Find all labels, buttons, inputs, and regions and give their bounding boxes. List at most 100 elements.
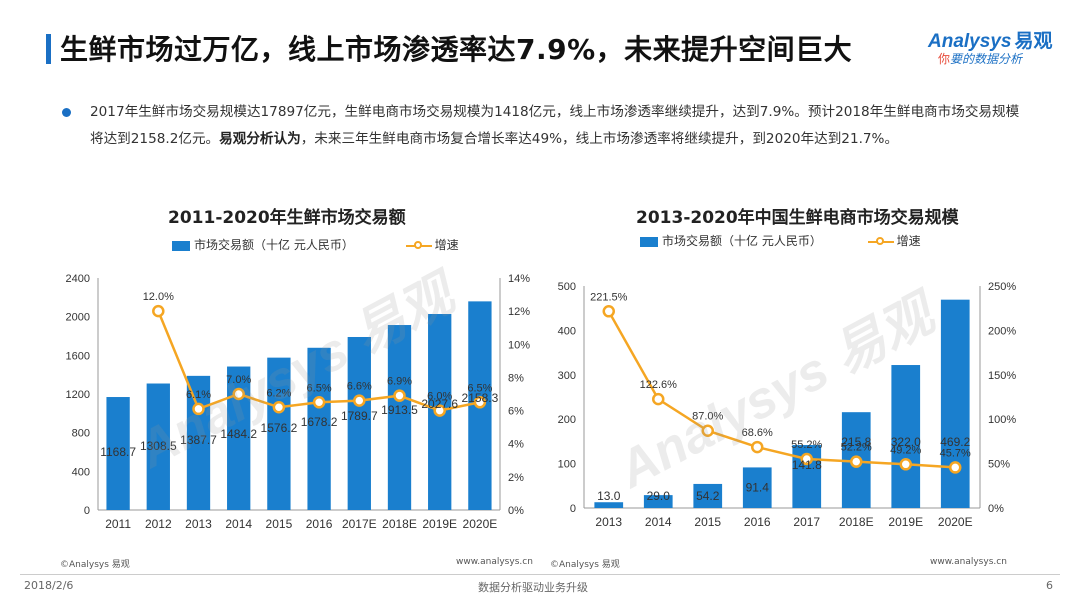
legend-bar-item: 市场交易额（十亿 元人民币） [172, 236, 354, 253]
chart-left-url: www.analysys.cn [456, 557, 533, 567]
chart-right-url: www.analysys.cn [930, 557, 1007, 567]
right-y2-tick-label: 250% [988, 281, 1016, 293]
right-y-tick-label: 500 [558, 281, 576, 293]
left-growth-value-label: 6.9% [387, 376, 412, 388]
logo-slogan: 你要的数据分析 [938, 50, 1022, 67]
right-growth-value-label: 52.2% [841, 442, 872, 454]
left-bar-value-label: 1387.7 [180, 433, 217, 447]
bullet-dot-icon [62, 108, 71, 117]
right-y2-tick-label: 100% [988, 414, 1016, 426]
analysys-logo: Analysys 易观 你要的数据分析 [928, 26, 1058, 72]
right-bar [643, 495, 673, 508]
title-accent-bar [46, 34, 51, 64]
right-growth-point [652, 392, 665, 406]
left-growth-point [272, 401, 286, 414]
logo-brand-initial: A [928, 31, 942, 52]
left-x-tick-label: 2019E [422, 517, 457, 531]
footer-center: 数据分析驱动业务升级 [478, 581, 588, 594]
right-bar-value-label: 29.0 [647, 489, 671, 503]
left-bar [227, 366, 251, 510]
left-y2-tick-label: 12% [508, 306, 530, 318]
left-bar [267, 357, 291, 510]
logo-slogan-accent: 你 [938, 52, 951, 66]
legend-line-item: 增速 [867, 232, 921, 249]
left-y2-tick-label: 14% [508, 273, 530, 285]
left-growth-value-label: 6.2% [266, 387, 291, 399]
left-bar [347, 336, 371, 510]
left-y-tick-label: 800 [72, 428, 90, 440]
page-title: 生鲜市场过万亿，线上市场渗透率达7.9%，未来提升空间巨大 [60, 33, 853, 66]
left-bar-value-label: 1484.2 [220, 427, 257, 441]
left-growth-value-label: 12.0% [143, 291, 174, 303]
chart-left-plot: 0 400 800 1200 1600 2000 2400 0% 2% 4% 6% 8% 10% 12% 1… [66, 273, 531, 531]
right-growth-value-label: 55.2% [791, 439, 822, 451]
legend-line-label: 增速 [434, 238, 459, 252]
left-y-tick-label: 2400 [66, 273, 90, 285]
right-growth-point [949, 461, 962, 474]
left-bar-value-label: 1678.2 [301, 415, 338, 429]
right-x-tick-label: 2014 [645, 515, 672, 529]
chart-right-title: 2013-2020年中国生鲜电商市场交易规模 [636, 208, 959, 228]
left-y2-tick-label: 4% [508, 439, 524, 451]
right-y2-tick-label: 50% [988, 459, 1010, 471]
left-x-tick-label: 2012 [145, 517, 172, 531]
left-growth-value-label: 6.6% [347, 381, 372, 393]
right-growth-value-label: 45.7% [940, 447, 971, 459]
left-x-tick-label: 2014 [225, 517, 252, 531]
left-x-tick-label: 2013 [185, 517, 212, 531]
summary-paragraph: 2017年生鲜市场交易规模达17897亿元，生鲜电商市场交易规模为1418亿元，… [90, 99, 1020, 153]
left-growth-value-label: 6.5% [467, 382, 492, 394]
right-growth-point [800, 452, 813, 466]
right-x-tick-label: 2015 [694, 515, 721, 529]
left-growth-point [473, 396, 487, 409]
right-growth-point [602, 305, 615, 318]
right-bar-value-label: 141.8 [792, 458, 822, 472]
legend-line-label: 增速 [896, 234, 921, 248]
logo-brand-cn: 易观 [1014, 30, 1053, 52]
chart-right-legend: 市场交易额（十亿 元人民币） 增速 [640, 232, 921, 249]
right-bar-value-label: 54.2 [696, 489, 720, 503]
chart-left-title: 2011-2020年生鲜市场交易额 [168, 208, 406, 228]
right-y-tick-label: 100 [558, 459, 576, 471]
legend-bar-swatch [172, 240, 190, 251]
right-x-tick-label: 2016 [744, 515, 771, 529]
right-y2-tick-label: 150% [988, 370, 1016, 382]
left-growth-point [433, 404, 446, 417]
summary-bold: 易观分析认为 [219, 131, 301, 147]
right-x-tick-label: 2017 [793, 515, 820, 529]
left-y2-tick-label: 10% [508, 339, 530, 351]
left-bar-value-label: 1789.7 [341, 409, 378, 423]
right-y-tick-label: 200 [558, 414, 576, 426]
left-growth-point [232, 387, 245, 401]
left-x-tick-label: 2018E [382, 517, 417, 531]
footer-date: 2018/2/6 [24, 579, 74, 592]
right-growth-point [850, 455, 863, 468]
left-growth-point [312, 396, 326, 409]
left-y2-tick-label: 2% [508, 472, 524, 484]
legend-line-item: 增速 [405, 236, 459, 253]
legend-bar-label: 市场交易额（十亿 元人民币） [662, 234, 822, 248]
left-y-tick-label: 0 [84, 505, 90, 517]
logo-brand: Analysys 易观 [928, 26, 1052, 53]
chart-left-source: ©Analysys 易观 [60, 560, 130, 570]
left-growth-point [192, 402, 205, 416]
right-bar [693, 483, 723, 508]
left-x-tick-label: 2015 [266, 517, 293, 531]
right-growth-line [607, 310, 956, 469]
left-growth-point [393, 389, 406, 402]
left-y2-tick-label: 0% [508, 505, 524, 517]
right-x-tick-label: 2018E [839, 515, 874, 529]
left-y-tick-label: 1200 [66, 389, 90, 401]
summary-part2: ，未来三年生鲜电商市场复合增长率达49%，线上市场渗透率将继续提升，到2020年… [300, 131, 899, 147]
right-growth-value-label: 68.6% [742, 427, 773, 439]
left-bar-value-label: 1168.7 [100, 445, 136, 459]
left-x-tick-label: 2017E [342, 517, 377, 531]
left-bar-value-label: 2158.3 [462, 391, 499, 405]
right-growth-value-label: 49.2% [890, 444, 921, 456]
right-bar-value-label: 469.2 [940, 435, 970, 449]
legend-bar-swatch [640, 236, 658, 247]
left-bar-value-label: 2027.6 [421, 397, 458, 411]
legend-bar-label: 市场交易额（十亿 元人民币） [194, 238, 354, 252]
right-bar-value-label: 91.4 [746, 480, 770, 494]
summary-part1: 2017年生鲜市场交易规模达17897亿元，生鲜电商市场交易规模为1418亿元，… [90, 104, 1020, 147]
